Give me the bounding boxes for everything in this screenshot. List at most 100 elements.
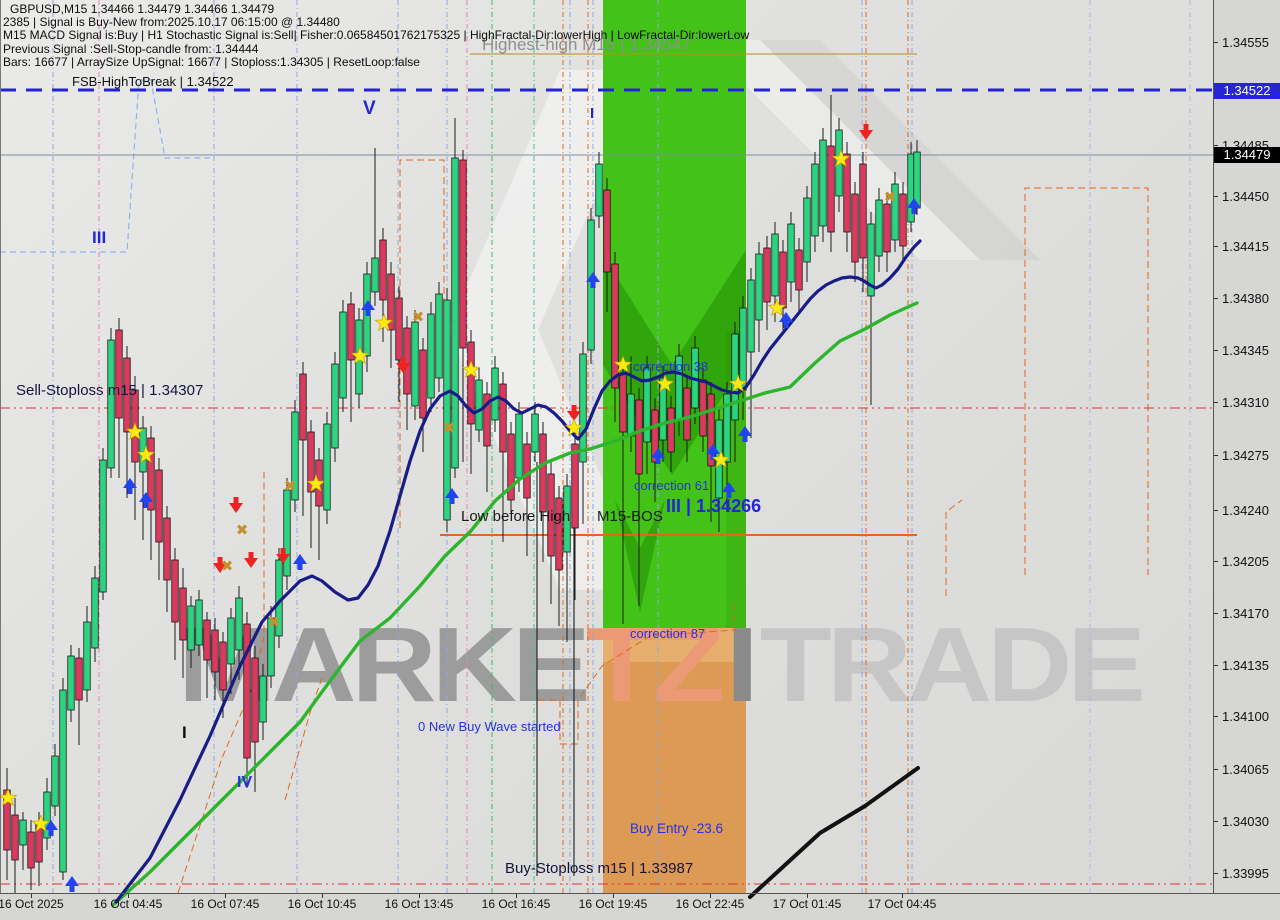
candle-body xyxy=(371,257,379,293)
candle-body xyxy=(707,393,715,467)
candle-body xyxy=(243,623,251,759)
time-label: 16 Oct 04:45 xyxy=(93,897,163,911)
time-tick xyxy=(516,893,517,898)
star-icon xyxy=(374,313,394,331)
star-icon xyxy=(0,788,18,806)
entry-zone-highlight xyxy=(603,628,746,662)
candle-body xyxy=(723,393,731,463)
price-tick xyxy=(1213,145,1218,146)
price-tick xyxy=(1213,402,1218,403)
price-label: 1.34170 xyxy=(1222,606,1269,621)
fractal-stop-line xyxy=(0,79,210,253)
candle-body xyxy=(99,459,107,593)
price-label: 1.33995 xyxy=(1222,866,1269,881)
candle-body xyxy=(347,303,355,361)
candle-body xyxy=(659,377,667,441)
candle-body xyxy=(283,489,291,577)
price-tick xyxy=(1213,298,1218,299)
buy-arrow-icon xyxy=(123,478,137,494)
candle-body xyxy=(171,559,179,623)
buy-arrow-icon xyxy=(44,820,58,836)
price-label: 1.34555 xyxy=(1222,35,1269,50)
star-icon xyxy=(564,418,584,436)
candle-body xyxy=(747,279,755,353)
price-label: 1.34205 xyxy=(1222,554,1269,569)
sell-arrow-icon xyxy=(567,405,581,421)
star-icon xyxy=(461,360,481,378)
buy-arrow-icon xyxy=(651,448,665,464)
chart-label: correction 38 xyxy=(633,359,709,374)
candle-body xyxy=(227,617,235,665)
star-icon xyxy=(136,445,156,463)
time-label: 16 Oct 13:45 xyxy=(384,897,454,911)
candle-body xyxy=(339,311,347,399)
candle-body xyxy=(827,145,835,233)
chart-label: III | 1.34266 xyxy=(666,496,762,516)
candle-body xyxy=(267,617,275,677)
previous-signal-line: Previous Signal :Sell-Stop-candle from: … xyxy=(3,41,259,56)
chart-label: M15-BOS xyxy=(597,508,663,525)
time-axis-separator xyxy=(0,893,1280,894)
price-tick xyxy=(1213,350,1218,351)
candle-body xyxy=(819,139,827,227)
candle-body xyxy=(595,163,603,217)
candle-body xyxy=(395,297,403,361)
buy-arrow-icon xyxy=(361,300,375,316)
candle-body xyxy=(115,329,123,419)
candle-body xyxy=(635,399,643,475)
candle-body xyxy=(67,655,75,711)
buy-arrow-icon xyxy=(706,444,720,460)
candle-body xyxy=(467,341,475,425)
watermark-part3: I xyxy=(725,605,759,725)
time-tick xyxy=(807,893,808,898)
candle-body xyxy=(763,247,771,303)
entry-zone-band xyxy=(603,628,746,893)
fractal-stop-line xyxy=(945,499,963,596)
cross-marker-icon: ✖ xyxy=(443,419,456,437)
candle-body xyxy=(147,437,155,511)
candle-body xyxy=(411,321,419,407)
star-icon xyxy=(655,374,675,392)
candle-body xyxy=(259,675,267,723)
candle-body xyxy=(475,379,483,431)
time-label: 16 Oct 19:45 xyxy=(578,897,648,911)
cross-marker-icon: ✖ xyxy=(884,188,897,206)
price-tick xyxy=(1213,561,1218,562)
candle-body xyxy=(619,373,627,433)
candle-body xyxy=(251,657,259,743)
star-icon xyxy=(125,422,145,440)
price-tick xyxy=(1213,821,1218,822)
candle-body xyxy=(627,393,635,437)
star-icon xyxy=(613,355,633,373)
cross-marker-icon: ✖ xyxy=(284,477,297,495)
candle-body xyxy=(27,831,35,869)
candle-body xyxy=(107,339,115,469)
price-axis-separator xyxy=(1213,0,1214,894)
candle-body xyxy=(387,273,395,331)
candle-body xyxy=(155,469,163,543)
candle-body xyxy=(795,249,803,291)
candle-body xyxy=(803,197,811,263)
price-tick xyxy=(1213,665,1218,666)
price-label: 1.34275 xyxy=(1222,448,1269,463)
price-tick xyxy=(1213,510,1218,511)
candle-body xyxy=(851,193,859,263)
price-tick xyxy=(1213,613,1218,614)
candle-body xyxy=(499,383,507,453)
candle-body xyxy=(459,159,467,349)
candle-body xyxy=(51,755,59,807)
price-label: 1.34310 xyxy=(1222,395,1269,410)
time-tick xyxy=(419,893,420,898)
candle-body xyxy=(771,233,779,297)
candle-body xyxy=(531,413,539,453)
indicator-line: M15 MACD Signal is:Buy | H1 Stochastic S… xyxy=(3,28,750,43)
candle-body xyxy=(83,621,91,691)
sell-arrow-icon xyxy=(859,124,873,140)
candle-body xyxy=(443,299,451,521)
candle-body xyxy=(611,263,619,389)
candle-body xyxy=(123,357,131,433)
time-tick xyxy=(322,893,323,898)
cross-marker-icon: ✖ xyxy=(412,308,425,326)
buy-arrow-icon xyxy=(65,876,79,892)
